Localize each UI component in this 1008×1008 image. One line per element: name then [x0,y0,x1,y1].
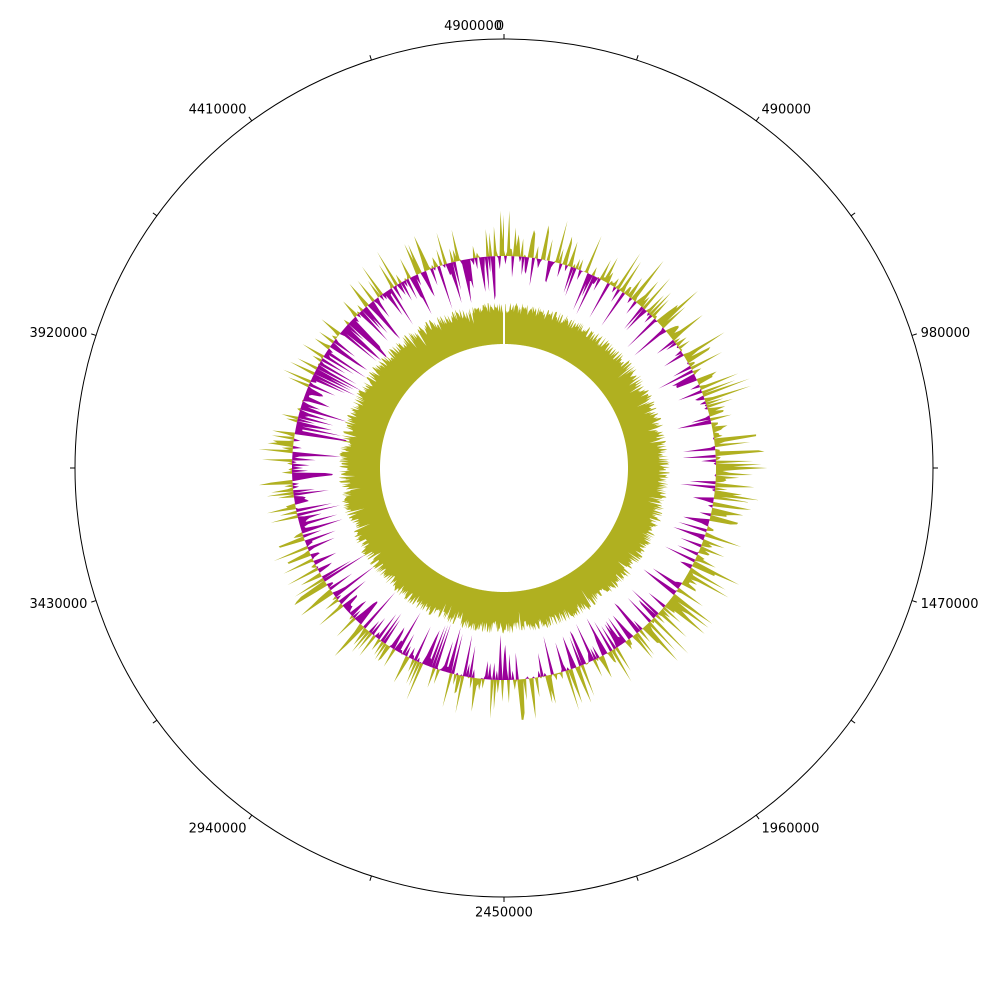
tick-label: 3430000 [30,597,88,612]
tick-mark [755,814,760,820]
tick-mark [248,116,253,122]
tick-label: 1960000 [761,822,819,837]
tick-label: 4410000 [189,103,247,118]
tick-label: 0 [496,19,504,34]
tick-mark [91,333,97,336]
tick-label: 2450000 [475,905,533,920]
tick-label: 1470000 [921,597,979,612]
tick-label: 490000 [761,103,811,118]
tick-label: 3920000 [30,326,88,341]
tick-mark [911,600,917,603]
tick-mark [248,814,253,820]
tick-mark [911,333,917,336]
tick-mark [152,212,158,217]
gc-skew-positive [258,210,768,720]
tick-mark [91,600,97,603]
tick-mark [369,55,372,61]
gc-content-track [338,298,670,634]
tick-label: 980000 [921,326,971,341]
tick-mark [850,212,856,217]
genome-outer-circle [74,38,934,898]
tick-labels: 0 490000 980000 1470000 1960000 2450000 294000… [30,19,979,920]
gc-content-ring [338,302,670,634]
genome-scale: 0 490000 980000 1470000 1960000 2450000 294000… [30,19,979,920]
tick-mark [636,875,639,881]
gc-skew-track [258,210,768,720]
tick-mark [755,116,760,122]
tick-mark [850,719,856,724]
tick-mark [636,55,639,61]
tick-label: 2940000 [189,822,247,837]
tick-mark [369,875,372,881]
tick-marks [70,34,938,902]
tick-mark [152,719,158,724]
tick-label: 4900000 [444,19,502,34]
